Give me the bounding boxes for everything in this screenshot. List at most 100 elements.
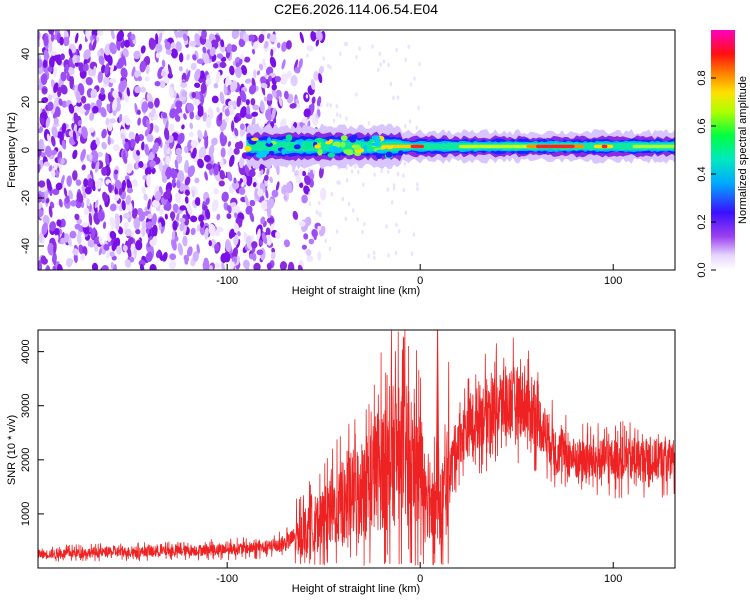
noise-speckle (127, 247, 131, 258)
noise-speckle (253, 41, 259, 50)
noise-speckle (69, 230, 77, 239)
noise-speckle (100, 87, 105, 95)
noise-speckle (175, 192, 182, 204)
noise-speckle (209, 265, 213, 270)
noise-speckle (258, 63, 264, 71)
noise-speckle (109, 78, 117, 84)
noise-speckle (72, 170, 78, 181)
noise-speckle (338, 180, 341, 185)
noise-speckle (233, 115, 239, 123)
noise-speckle (126, 163, 133, 174)
noise-speckle (243, 56, 251, 63)
noise-speckle (418, 61, 421, 67)
noise-speckle (259, 239, 263, 246)
noise-speckle (317, 251, 322, 261)
noise-speckle (234, 127, 239, 137)
noise-speckle (168, 123, 175, 133)
noise-speckle (293, 170, 300, 177)
noise-speckle (122, 79, 127, 89)
noise-speckle (271, 84, 278, 91)
noise-speckle (219, 169, 226, 180)
noise-speckle (92, 65, 97, 77)
noise-speckle (60, 84, 68, 95)
noise-speckle (130, 33, 136, 41)
noise-speckle (124, 142, 129, 150)
noise-speckle (175, 41, 182, 52)
noise-speckle (60, 53, 65, 61)
noise-speckle (252, 104, 260, 111)
noise-speckle (310, 30, 317, 42)
noise-speckle (181, 124, 185, 130)
noise-speckle (204, 171, 208, 181)
noise-speckle (355, 92, 358, 97)
noise-speckle (176, 180, 181, 189)
noise-speckle (186, 203, 193, 216)
colorbar: 0.0 0.2 0.4 0.6 0.8 Normalized spectral ampl… (696, 30, 749, 278)
signal-blob (386, 145, 394, 150)
noise-speckle (73, 112, 80, 126)
noise-speckle (287, 261, 295, 270)
noise-speckle (157, 30, 165, 36)
noise-speckle (165, 166, 172, 180)
noise-speckle (295, 98, 300, 106)
noise-speckle (205, 197, 210, 205)
noise-speckle (233, 234, 239, 246)
noise-speckle (100, 47, 104, 55)
noise-speckle (129, 256, 135, 263)
noise-speckle (326, 102, 329, 107)
noise-speckle (101, 64, 106, 74)
noise-speckle (404, 124, 407, 129)
noise-speckle (195, 69, 201, 82)
noise-speckle (67, 67, 75, 76)
colorbar-tick-label: 0.4 (696, 166, 708, 181)
noise-speckle (380, 168, 383, 174)
noise-speckle (214, 262, 221, 269)
colorbar-ticks: 0.0 0.2 0.4 0.6 0.8 (696, 70, 716, 278)
spectrogram-x-ticks: -100 0 100 (216, 264, 622, 287)
noise-speckle (417, 105, 420, 110)
signal-blob (328, 145, 339, 152)
noise-speckle (205, 163, 213, 170)
noise-speckle (274, 75, 281, 83)
spectrogram-x-label: Height of straight line (km) (292, 285, 420, 297)
noise-speckle (114, 169, 119, 175)
noise-speckle (224, 239, 232, 252)
noise-speckle (318, 65, 325, 75)
noise-speckle (151, 224, 158, 237)
noise-speckle (112, 98, 118, 111)
noise-speckle (410, 251, 414, 257)
noise-speckle (52, 252, 57, 265)
noise-speckle (373, 255, 376, 260)
noise-speckle (377, 67, 380, 73)
noise-speckle (220, 39, 225, 48)
spectrogram-y-ticks: -40 -20 0 20 40 (20, 48, 44, 254)
noise-speckle (316, 105, 319, 110)
noise-speckle (362, 182, 365, 187)
noise-speckle (186, 246, 193, 257)
noise-speckle (299, 182, 304, 189)
noise-speckle (244, 78, 252, 84)
noise-speckle (225, 75, 230, 88)
noise-speckle (316, 107, 321, 118)
noise-speckle (52, 188, 60, 196)
noise-speckle (179, 221, 185, 232)
noise-speckle (250, 98, 256, 106)
noise-speckle (94, 199, 99, 209)
noise-speckle (68, 189, 74, 200)
noise-speckle (105, 117, 110, 126)
noise-speckle (98, 236, 103, 246)
noise-speckle (53, 163, 58, 171)
noise-speckle (136, 149, 141, 156)
noise-speckle (234, 212, 238, 219)
noise-speckle (238, 140, 244, 150)
noise-speckle (128, 131, 135, 139)
signal-blob (268, 150, 275, 155)
noise-speckle (335, 103, 338, 109)
noise-speckle (251, 111, 259, 117)
noise-speckle (335, 229, 339, 234)
noise-speckle (213, 63, 219, 69)
noise-speckle (275, 181, 280, 192)
noise-speckle (192, 251, 199, 262)
noise-speckle (40, 111, 48, 119)
noise-speckle (197, 158, 204, 169)
